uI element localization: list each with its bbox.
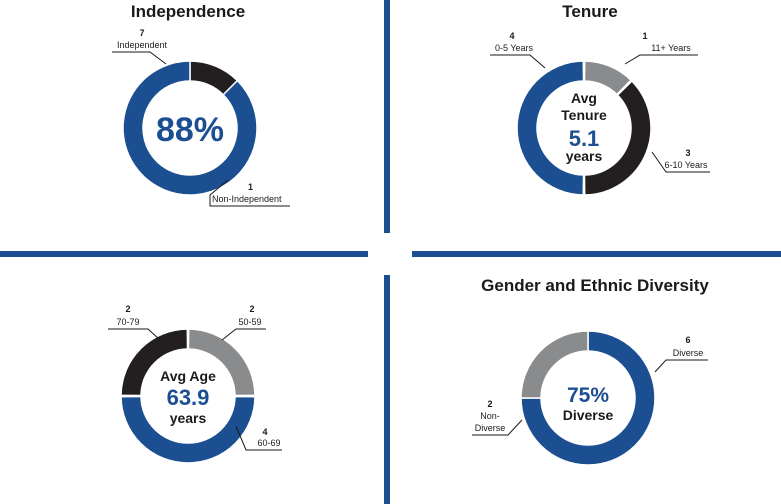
tenure-center-value: 5.1	[569, 126, 600, 151]
independent-count: 7	[139, 28, 144, 38]
age-50-59-label: 50-59	[238, 317, 261, 327]
independence-title: Independence	[130, 2, 246, 21]
age-50-59-count: 2	[249, 304, 254, 314]
age-center-line1: Avg Age	[160, 368, 216, 384]
donut-slice-11-years	[583, 60, 632, 96]
non-independent-leader-line	[209, 179, 290, 207]
non-diverse-count: 2	[487, 399, 492, 409]
donut-slice-70-79	[120, 328, 189, 397]
age-70-79-leader-line	[108, 328, 161, 341]
vertical-divider-bottom	[384, 275, 390, 504]
tenure-0-5-count: 4	[509, 31, 514, 41]
age-60-69-label: 60-69	[257, 438, 280, 448]
diversity-title: Gender and Ethnic Diversity	[481, 276, 709, 295]
tenure-center-line2: Tenure	[561, 107, 607, 123]
independence-donut	[122, 60, 258, 196]
non-diverse-label-line2: Diverse	[475, 423, 506, 433]
non-independent-count: 1	[248, 182, 253, 192]
age-50-59-leader-line	[221, 328, 266, 341]
diversity-donut	[520, 330, 656, 466]
vertical-divider-top	[384, 0, 390, 233]
diverse-leader-line	[654, 359, 708, 373]
horizontal-divider-left	[0, 251, 368, 257]
diversity-center-value: 75%	[567, 384, 609, 407]
tenure-center-unit: years	[566, 148, 603, 164]
non-diverse-leader-line	[472, 419, 523, 436]
non-independent-label: Non-Independent	[212, 194, 282, 204]
tenure-6-10-label: 6-10 Years	[664, 160, 708, 170]
age-center-value: 63.9	[167, 385, 210, 410]
tenure-6-10-leader-line	[651, 151, 710, 173]
tenure-0-5-leader-line	[490, 54, 546, 69]
non-diverse-label-line1: Non-	[480, 411, 500, 421]
age-60-69-count: 4	[262, 427, 267, 437]
age-70-79-label: 70-79	[116, 317, 139, 327]
donut-slice-60-69	[120, 395, 256, 464]
age-70-79-count: 2	[125, 304, 130, 314]
age-center-unit: years	[170, 410, 207, 426]
independence-center-percent: 88%	[156, 111, 224, 149]
tenure-11plus-count: 1	[642, 31, 647, 41]
tenure-0-5-label: 0-5 Years	[495, 43, 534, 53]
independent-label: Independent	[117, 40, 168, 50]
diverse-label: Diverse	[673, 348, 704, 358]
diverse-count: 6	[685, 335, 690, 345]
donut-slice-diverse	[520, 330, 656, 466]
tenure-6-10-count: 3	[685, 148, 690, 158]
donut-slice-0-5-years	[516, 60, 585, 196]
tenure-donut	[516, 60, 652, 196]
tenure-11plus-label: 11+ Years	[651, 43, 691, 53]
age-donut	[120, 328, 256, 464]
diversity-center-unit: Diverse	[563, 407, 614, 423]
donut-slice-non-diverse	[520, 330, 589, 399]
tenure-title: Tenure	[562, 2, 618, 21]
tenure-center-line1: Avg	[571, 90, 597, 106]
horizontal-divider-right	[412, 251, 781, 257]
tenure-11plus-leader-line	[624, 54, 698, 65]
donut-slice-independent	[122, 60, 258, 196]
donut-slice-50-59	[187, 328, 256, 397]
donut-slice-6-10-years	[583, 80, 652, 196]
independent-leader-line	[112, 51, 167, 65]
age-60-69-leader-line	[235, 425, 282, 451]
